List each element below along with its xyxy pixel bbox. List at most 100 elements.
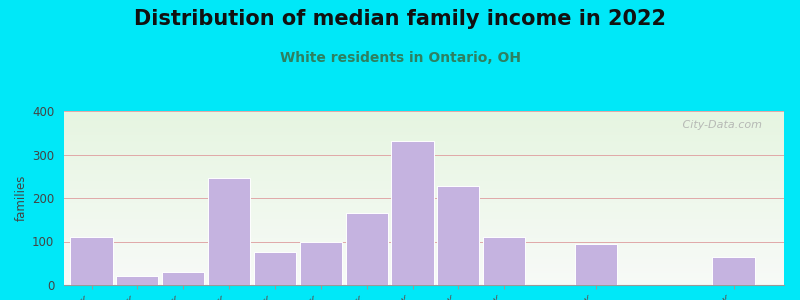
Bar [208, 178, 250, 285]
Bar [64, 264, 784, 266]
Bar [64, 161, 784, 163]
Text: City-Data.com: City-Data.com [672, 120, 762, 130]
Bar [64, 252, 784, 254]
Bar [64, 280, 784, 281]
Bar [64, 236, 784, 238]
Bar [64, 158, 784, 160]
Bar [64, 220, 784, 222]
Bar [64, 210, 784, 212]
Bar [64, 271, 784, 273]
Bar [64, 142, 784, 144]
Bar [64, 137, 784, 139]
Bar [64, 194, 784, 196]
Bar [64, 127, 784, 128]
Bar [64, 212, 784, 214]
Bar [64, 118, 784, 120]
Bar [64, 179, 784, 181]
Bar [64, 219, 784, 220]
Bar [64, 170, 784, 172]
Bar [116, 276, 158, 285]
Bar [64, 215, 784, 217]
Bar [391, 141, 434, 285]
Bar [64, 115, 784, 116]
Bar [64, 200, 784, 202]
Bar [64, 202, 784, 203]
Bar [64, 111, 784, 113]
Bar [64, 266, 784, 268]
Bar [64, 116, 784, 118]
Bar [64, 262, 784, 264]
Text: White residents in Ontario, OH: White residents in Ontario, OH [279, 51, 521, 65]
Text: Distribution of median family income in 2022: Distribution of median family income in … [134, 9, 666, 29]
Bar [64, 141, 784, 142]
Bar [162, 272, 204, 285]
Bar [70, 237, 113, 285]
Bar [64, 217, 784, 219]
Bar [64, 273, 784, 274]
Bar [64, 122, 784, 123]
Bar [64, 268, 784, 269]
Bar [64, 259, 784, 261]
Bar [64, 146, 784, 148]
Bar [64, 167, 784, 168]
Bar [64, 165, 784, 167]
Bar [64, 278, 784, 280]
Bar [64, 153, 784, 154]
Bar [254, 252, 296, 285]
Bar [64, 255, 784, 257]
Bar [64, 163, 784, 165]
Bar [300, 242, 342, 285]
Bar [483, 237, 526, 285]
Bar [64, 240, 784, 242]
Bar [64, 182, 784, 184]
Bar [64, 186, 784, 188]
Bar [64, 247, 784, 248]
Bar [64, 184, 784, 186]
Bar [64, 134, 784, 135]
Bar [64, 172, 784, 174]
Bar [64, 238, 784, 240]
Bar [64, 196, 784, 198]
Bar [64, 214, 784, 215]
Bar [64, 139, 784, 141]
Bar [64, 130, 784, 132]
Bar [64, 168, 784, 170]
Bar [64, 233, 784, 235]
Bar [64, 198, 784, 200]
Bar [64, 113, 784, 115]
Bar [64, 132, 784, 134]
Bar [64, 242, 784, 243]
Bar [64, 250, 784, 252]
Bar [64, 193, 784, 194]
Bar [64, 128, 784, 130]
Bar [64, 177, 784, 179]
Bar [64, 174, 784, 176]
Bar [64, 120, 784, 122]
Bar [64, 274, 784, 276]
Bar [64, 191, 784, 193]
Bar [64, 125, 784, 127]
Bar [64, 228, 784, 229]
Bar [64, 248, 784, 250]
Bar [64, 235, 784, 236]
Bar [64, 151, 784, 153]
Bar [64, 154, 784, 156]
Bar [64, 254, 784, 255]
Bar [64, 203, 784, 205]
Bar [64, 189, 784, 191]
Bar [64, 181, 784, 182]
Bar [64, 222, 784, 224]
Y-axis label: families: families [15, 175, 28, 221]
Bar [64, 226, 784, 228]
Bar [64, 135, 784, 137]
Bar [346, 213, 388, 285]
Bar [64, 148, 784, 149]
Bar [64, 208, 784, 210]
Bar [64, 276, 784, 278]
Bar [64, 149, 784, 151]
Bar [713, 257, 754, 285]
Bar [64, 224, 784, 226]
Bar [438, 186, 479, 285]
Bar [64, 243, 784, 245]
Bar [64, 245, 784, 247]
